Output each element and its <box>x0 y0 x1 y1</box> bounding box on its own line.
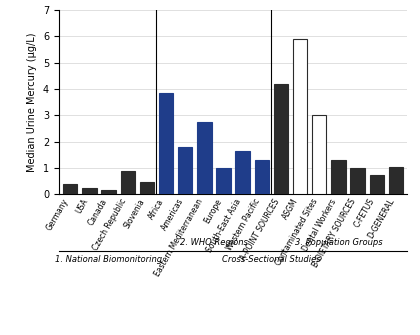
Bar <box>101 190 116 194</box>
Bar <box>331 160 346 194</box>
Bar <box>216 168 231 194</box>
Text: 2. WHO Regions: 2. WHO Regions <box>180 238 248 247</box>
Bar <box>140 183 154 194</box>
Bar <box>63 184 77 194</box>
Bar <box>121 171 135 194</box>
Y-axis label: Median Urine Mercury (μg/L): Median Urine Mercury (μg/L) <box>27 32 37 172</box>
Bar <box>178 147 192 194</box>
Bar <box>350 168 365 194</box>
Bar <box>197 122 212 194</box>
Bar <box>293 39 307 194</box>
Bar <box>274 84 288 194</box>
Bar <box>236 151 250 194</box>
Bar <box>255 160 269 194</box>
Bar <box>370 175 384 194</box>
Bar <box>82 188 97 194</box>
Text: Cross-Sectional Studies: Cross-Sectional Studies <box>222 255 321 264</box>
Bar <box>159 93 173 194</box>
Text: 1. National Biomonitoring: 1. National Biomonitoring <box>55 255 162 264</box>
Bar <box>389 167 403 194</box>
Text: 3. Population Groups: 3. Population Groups <box>295 238 382 247</box>
Bar <box>312 115 326 194</box>
